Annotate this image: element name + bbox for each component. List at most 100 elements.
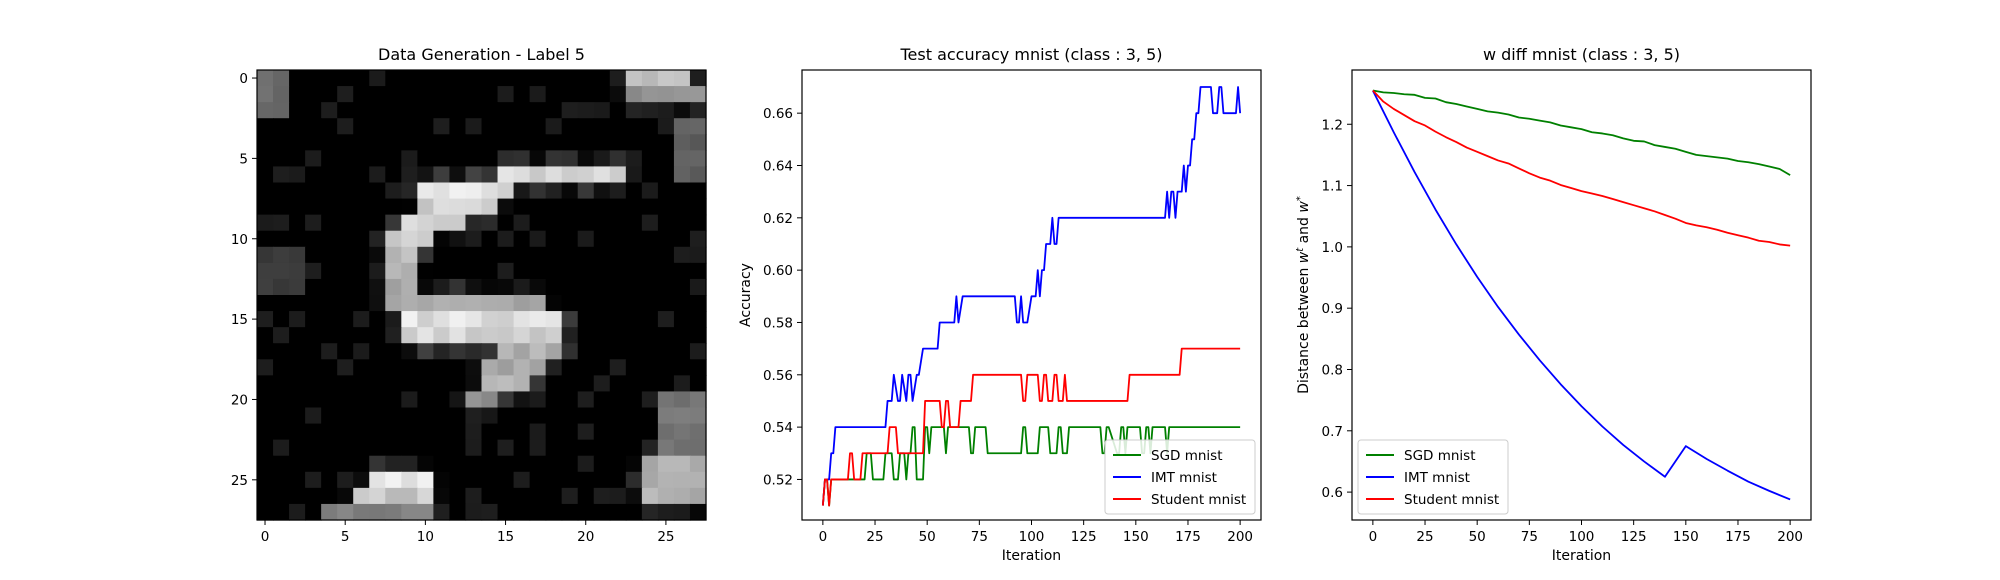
- image-pixel: [673, 503, 691, 521]
- image-pixel: [577, 439, 595, 457]
- image-pixel: [545, 246, 563, 264]
- image-pixel: [289, 198, 306, 216]
- image-pixel: [401, 118, 418, 135]
- image-pixel: [673, 391, 691, 409]
- image-pixel: [401, 150, 418, 168]
- x-tick-label: 0: [1369, 529, 1378, 545]
- image-pixel: [417, 246, 434, 264]
- image-pixel: [497, 455, 515, 473]
- image-pixel: [609, 102, 627, 119]
- axes-frame: [256, 69, 707, 521]
- image-pixel: [577, 198, 595, 216]
- image-pixel: [657, 214, 675, 232]
- image-pixel: [273, 166, 290, 184]
- image-pixel: [561, 391, 579, 409]
- image-pixel: [561, 503, 579, 521]
- image-pixel: [353, 503, 370, 521]
- x-tick-label: 50: [1469, 529, 1486, 545]
- image-pixel: [513, 102, 531, 119]
- image-pixel: [433, 150, 451, 168]
- x-tick-label: 200: [1777, 529, 1803, 545]
- x-tick-label: 5: [341, 529, 350, 545]
- image-pixel: [689, 439, 707, 457]
- image-pixel: [273, 214, 290, 232]
- image-pixel: [337, 471, 354, 489]
- image-pixel: [673, 327, 691, 344]
- image-pixel: [593, 150, 611, 168]
- image-pixel: [497, 359, 515, 376]
- image-pixel: [353, 278, 370, 296]
- image-pixel: [577, 487, 595, 505]
- image-pixel: [417, 487, 434, 505]
- image-pixel: [449, 423, 467, 441]
- image-pixel: [433, 198, 451, 216]
- image-pixel: [385, 246, 402, 264]
- image-pixel: [417, 471, 434, 489]
- image-pixel: [353, 102, 370, 119]
- image-pixel: [577, 246, 595, 264]
- image-pixel: [641, 439, 659, 457]
- x-tick-label: 125: [1071, 529, 1097, 545]
- image-pixel: [369, 246, 386, 264]
- image-pixel: [625, 311, 643, 328]
- image-pixel: [545, 166, 563, 184]
- image-pixel: [353, 150, 370, 168]
- image-pixel: [433, 278, 451, 296]
- image-pixel: [561, 86, 579, 103]
- image-pixel: [401, 86, 418, 103]
- image-pixel: [465, 311, 483, 328]
- image-pixel: [673, 262, 691, 280]
- image-pixel: [577, 295, 595, 312]
- image-pixel: [545, 343, 563, 360]
- image-pixel: [609, 471, 627, 489]
- image-pixel: [513, 471, 531, 489]
- image-pixel: [561, 278, 579, 296]
- image-pixel: [545, 150, 563, 168]
- image-pixel: [545, 471, 563, 489]
- image-pixel: [417, 134, 434, 151]
- series-line-student-mnist: [821, 347, 1241, 507]
- image-pixel: [433, 86, 451, 103]
- image-pixel: [369, 439, 386, 457]
- image-pixel: [641, 214, 659, 232]
- image-pixel: [609, 359, 627, 376]
- image-pixel: [273, 471, 290, 489]
- image-pixel: [289, 278, 306, 296]
- image-pixel: [497, 439, 515, 457]
- image-pixel: [433, 182, 451, 200]
- image-pixel: [449, 262, 467, 280]
- y-tick-label: 0.52: [763, 472, 793, 488]
- image-pixel: [529, 311, 547, 328]
- image-pixel: [497, 230, 515, 248]
- image-pixel: [449, 359, 467, 376]
- image-pixel: [369, 487, 386, 505]
- image-pixel: [337, 246, 354, 264]
- image-pixel: [369, 102, 386, 119]
- image-pixel: [385, 439, 402, 457]
- image-pixel: [545, 487, 563, 505]
- image-pixel: [545, 262, 563, 280]
- x-tick-label: 25: [866, 529, 883, 545]
- image-pixel: [593, 295, 611, 312]
- image-pixel: [625, 455, 643, 473]
- image-pixel: [497, 182, 515, 200]
- image-pixel: [465, 503, 483, 521]
- image-pixel: [449, 150, 467, 168]
- image-pixel: [513, 182, 531, 200]
- image-pixel: [593, 359, 611, 376]
- image-pixel: [481, 311, 499, 328]
- image-pixel: [257, 278, 274, 296]
- image-pixel: [561, 439, 579, 457]
- image-pixel: [401, 198, 418, 216]
- image-pixel: [385, 182, 402, 200]
- image-pixel: [257, 150, 274, 168]
- image-pixel: [353, 246, 370, 264]
- image-pixel: [289, 295, 306, 312]
- image-pixel: [673, 86, 691, 103]
- image-pixel: [385, 134, 402, 151]
- image-pixel: [609, 278, 627, 296]
- image-pixel: [545, 359, 563, 376]
- image-pixel: [401, 311, 418, 328]
- image-pixel: [385, 375, 402, 393]
- image-pixel: [545, 102, 563, 119]
